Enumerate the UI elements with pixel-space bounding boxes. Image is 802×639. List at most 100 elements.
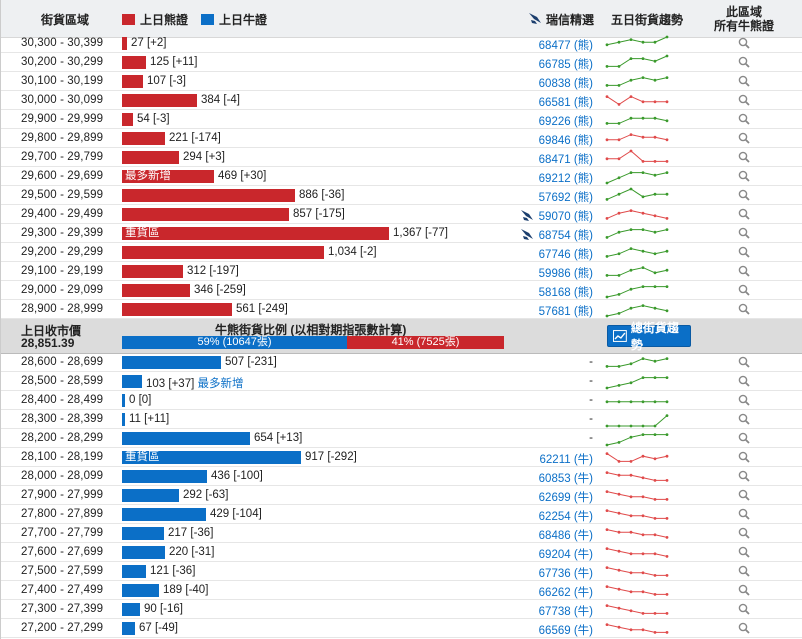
search-icon[interactable] bbox=[738, 189, 750, 201]
quantity-value: 917 [-292] bbox=[305, 451, 357, 463]
quantity-label: 436 [-100] bbox=[211, 470, 263, 482]
quantity-value: 561 [-249] bbox=[236, 303, 288, 315]
search-icon[interactable] bbox=[738, 603, 750, 615]
table-row: 28,600 - 28,699 507 [-231] - bbox=[1, 353, 802, 372]
bear-legend: 上日熊證 bbox=[122, 11, 188, 28]
search-icon[interactable] bbox=[738, 132, 750, 144]
bear-quantity-bar bbox=[122, 75, 143, 88]
sparkline-path bbox=[606, 491, 667, 500]
table-row: 27,400 - 27,499 189 [-40] 66262 (牛) bbox=[1, 581, 802, 600]
ubs-pick-code[interactable]: 68754 (熊) bbox=[538, 230, 593, 242]
ubs-pick-code[interactable]: 57681 (熊) bbox=[538, 306, 593, 318]
table-row: 28,000 - 28,099 436 [-100] 60853 (牛) bbox=[1, 467, 802, 486]
search-icon[interactable] bbox=[738, 432, 750, 444]
sparkline-point bbox=[653, 59, 657, 63]
search-icon[interactable] bbox=[738, 413, 750, 425]
search-icon[interactable] bbox=[738, 565, 750, 577]
quantity-label: 346 [-259] bbox=[194, 284, 246, 296]
total-trend-button[interactable]: 總街貨趨勢 bbox=[607, 321, 691, 352]
search-icon[interactable] bbox=[738, 451, 750, 463]
quantity-label: 189 [-40] bbox=[163, 584, 208, 596]
search-icon[interactable] bbox=[738, 284, 750, 296]
strike-range: 28,100 - 28,199 bbox=[21, 451, 104, 463]
ubs-pick-code[interactable]: 68471 (熊) bbox=[538, 154, 593, 166]
ubs-pick-code[interactable]: 66785 (熊) bbox=[538, 59, 593, 71]
search-icon[interactable] bbox=[738, 75, 750, 87]
sparkline-path bbox=[606, 188, 667, 200]
search-icon[interactable] bbox=[738, 527, 750, 539]
ubs-pick-code[interactable]: 66262 (牛) bbox=[538, 587, 593, 599]
search-icon[interactable] bbox=[738, 170, 750, 182]
search-icon[interactable] bbox=[738, 265, 750, 277]
quantity-value: 857 [-175] bbox=[293, 208, 345, 220]
ubs-pick-code[interactable]: 66581 (熊) bbox=[538, 97, 593, 109]
search-icon[interactable] bbox=[738, 151, 750, 163]
search-icon[interactable] bbox=[738, 356, 750, 368]
ubs-pick-code[interactable]: 60838 (熊) bbox=[538, 78, 593, 90]
search-icon[interactable] bbox=[738, 208, 750, 220]
ubs-pick-code[interactable]: 69204 (牛) bbox=[538, 549, 593, 561]
search-icon[interactable] bbox=[738, 470, 750, 482]
search-icon[interactable] bbox=[738, 489, 750, 501]
ubs-pick-code[interactable]: 69846 (熊) bbox=[538, 135, 593, 147]
bull-quantity-bar bbox=[122, 375, 142, 388]
bar-highlight-label: 重貨區 bbox=[125, 451, 160, 463]
sparkline-point bbox=[629, 460, 633, 463]
ubs-pick-code[interactable]: 69212 (熊) bbox=[538, 173, 593, 185]
sparkline-point bbox=[605, 65, 609, 68]
sparkline-point bbox=[653, 433, 657, 436]
ubs-pick-code[interactable]: 67736 (牛) bbox=[538, 568, 593, 580]
quantity-label: 469 [+30] bbox=[218, 170, 266, 182]
sparkline-point bbox=[605, 157, 609, 161]
search-icon[interactable] bbox=[738, 303, 750, 315]
five-day-trend-sparkline bbox=[605, 285, 669, 299]
ubs-pick-code[interactable]: 67746 (熊) bbox=[538, 249, 593, 261]
strike-range: 27,500 - 27,599 bbox=[21, 565, 104, 577]
ubs-pick-code[interactable]: 66569 (牛) bbox=[538, 625, 593, 637]
search-icon[interactable] bbox=[738, 37, 750, 49]
search-icon[interactable] bbox=[738, 584, 750, 596]
search-icon[interactable] bbox=[738, 113, 750, 125]
search-icon[interactable] bbox=[738, 508, 750, 520]
ubs-pick-code[interactable]: 62211 (牛) bbox=[539, 454, 593, 466]
sparkline-path bbox=[606, 472, 667, 481]
sparkline-point bbox=[641, 266, 645, 269]
sparkline-point bbox=[641, 135, 645, 139]
ubs-pick-code[interactable]: 68486 (牛) bbox=[538, 530, 593, 542]
sparkline-point bbox=[617, 122, 621, 125]
search-icon[interactable] bbox=[738, 56, 750, 68]
ubs-pick-code[interactable]: 68477 (熊) bbox=[538, 40, 593, 52]
sparkline-point bbox=[629, 435, 633, 439]
five-day-trend-sparkline bbox=[605, 209, 669, 220]
search-icon[interactable] bbox=[738, 375, 750, 387]
sparkline-point bbox=[629, 609, 633, 613]
sparkline-path bbox=[606, 210, 668, 219]
table-row: 28,200 - 28,299 654 [+13] - bbox=[1, 429, 802, 448]
ubs-pick-code[interactable]: 60853 (牛) bbox=[538, 473, 593, 485]
search-icon[interactable] bbox=[738, 94, 750, 106]
ubs-pick-code[interactable]: 62699 (牛) bbox=[538, 492, 593, 504]
sparkline-point bbox=[665, 498, 669, 501]
five-day-trend-sparkline bbox=[605, 490, 669, 501]
search-icon[interactable] bbox=[738, 227, 750, 239]
search-icon[interactable] bbox=[738, 394, 750, 406]
quantity-label: 1,367 [-77] bbox=[393, 227, 448, 239]
bear-ratio-bar: 41% (7525張) bbox=[347, 336, 504, 349]
ubs-pick-code[interactable]: 59986 (熊) bbox=[538, 268, 593, 280]
sparkline-point bbox=[641, 357, 645, 360]
bear-quantity-bar bbox=[122, 151, 179, 164]
ubs-pick-code[interactable]: 58168 (熊) bbox=[538, 287, 593, 299]
strike-range: 30,100 - 30,199 bbox=[21, 75, 104, 87]
quantity-value: 294 [+3] bbox=[183, 151, 225, 163]
search-icon[interactable] bbox=[738, 246, 750, 258]
sparkline-point bbox=[665, 433, 669, 436]
ubs-pick-code[interactable]: 69226 (熊) bbox=[538, 116, 593, 128]
ubs-pick-code[interactable]: 59070 (熊) bbox=[538, 211, 593, 223]
ubs-pick-code[interactable]: 62254 (牛) bbox=[538, 511, 593, 523]
sparkline-point bbox=[641, 304, 645, 307]
search-icon[interactable] bbox=[738, 622, 750, 634]
search-icon[interactable] bbox=[738, 546, 750, 558]
ubs-pick-code[interactable]: 57692 (熊) bbox=[538, 192, 593, 204]
ubs-pick-code[interactable]: 67738 (牛) bbox=[538, 606, 593, 618]
five-day-trend-sparkline bbox=[605, 149, 669, 163]
